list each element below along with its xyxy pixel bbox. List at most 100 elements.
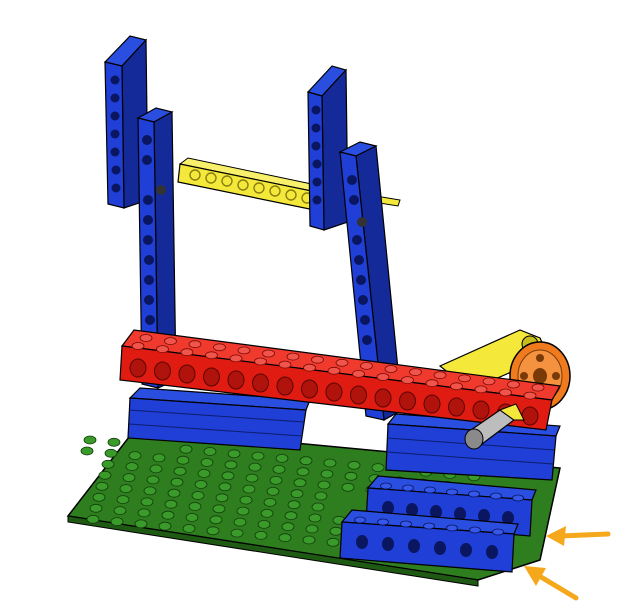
left-front-holes	[142, 135, 166, 325]
stud	[302, 535, 316, 545]
right-upright-back	[306, 65, 349, 231]
stud	[213, 343, 226, 352]
hole	[350, 385, 367, 405]
stud	[218, 482, 232, 492]
stud	[131, 342, 145, 350]
stud	[531, 383, 545, 392]
stud	[424, 486, 436, 494]
stud	[200, 458, 214, 467]
stud	[92, 492, 106, 502]
stud	[188, 502, 202, 511]
stud	[347, 460, 361, 470]
stud	[335, 358, 349, 367]
stud	[384, 365, 398, 373]
stud	[458, 374, 471, 383]
left-back-holes	[110, 75, 121, 193]
stud	[107, 437, 121, 447]
right-back-holes	[311, 105, 322, 205]
stud	[137, 508, 151, 518]
stud	[248, 462, 262, 472]
stud	[400, 520, 412, 528]
stud	[149, 464, 163, 474]
stud	[251, 451, 265, 461]
right-upright-front	[338, 141, 403, 421]
stud	[245, 473, 259, 483]
stud	[86, 514, 100, 524]
stud	[110, 517, 124, 526]
stud	[205, 351, 218, 360]
stud	[327, 366, 341, 375]
stud	[305, 524, 319, 534]
stud	[206, 526, 220, 536]
stud	[113, 506, 127, 516]
stud	[260, 509, 274, 518]
hole	[252, 373, 269, 393]
hole	[399, 391, 416, 411]
stud	[125, 462, 139, 472]
stud	[116, 495, 130, 505]
stud	[303, 363, 316, 372]
stud	[314, 491, 328, 501]
stud	[425, 379, 439, 388]
stud	[203, 447, 217, 456]
stud	[446, 524, 458, 532]
stud	[512, 494, 524, 502]
stud	[257, 520, 271, 529]
stud	[170, 477, 184, 487]
stud	[152, 453, 166, 463]
stud	[236, 506, 250, 516]
stud	[433, 371, 447, 380]
stud	[242, 484, 256, 494]
stud	[286, 352, 300, 361]
stud	[188, 340, 202, 349]
stud	[523, 391, 537, 400]
stud	[83, 435, 97, 445]
hole	[301, 379, 318, 399]
stud	[499, 388, 512, 397]
stud	[474, 385, 488, 394]
stud	[179, 444, 193, 454]
upper-brick-holes	[382, 501, 514, 525]
stud	[146, 475, 160, 485]
right-base-brick	[385, 413, 561, 481]
stud	[377, 518, 389, 526]
stud	[95, 481, 109, 491]
stud	[128, 451, 142, 461]
stud	[344, 471, 358, 481]
stud	[308, 513, 322, 523]
red-technic-brick	[119, 329, 561, 431]
lower-brick-studs	[354, 516, 504, 536]
hole	[521, 406, 539, 426]
lower-brick-holes	[356, 535, 498, 559]
stud	[191, 491, 205, 500]
stud	[423, 522, 435, 530]
stud	[380, 482, 392, 490]
stud	[329, 526, 343, 536]
front-blue-brick-lower	[339, 509, 519, 573]
stud	[185, 513, 199, 522]
stud	[409, 368, 422, 377]
orange-arrow-icon	[524, 566, 579, 601]
stud	[482, 377, 496, 386]
stud	[401, 376, 414, 385]
stud	[194, 480, 208, 489]
stud	[140, 497, 154, 507]
stud	[143, 486, 157, 496]
hole	[227, 370, 245, 390]
stud	[278, 360, 292, 369]
stud	[317, 480, 331, 490]
stud	[224, 460, 238, 470]
stud	[156, 345, 169, 354]
stud	[492, 528, 504, 536]
stud	[221, 471, 235, 481]
stud	[311, 502, 325, 512]
hole	[325, 382, 343, 402]
stud	[284, 511, 298, 521]
baseplate-studs	[80, 435, 481, 547]
hole	[276, 376, 294, 396]
stud	[287, 500, 301, 510]
stud	[164, 337, 177, 346]
stud	[158, 521, 172, 531]
stud	[311, 355, 324, 364]
